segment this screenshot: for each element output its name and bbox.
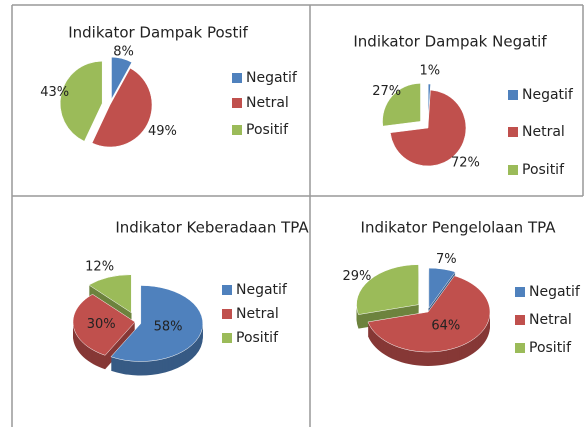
- chart-title: Indikator Keberadaan TPA: [115, 219, 309, 237]
- chart-title: Indikator Dampak Negatif: [353, 33, 547, 51]
- legend-label: Positif: [246, 122, 289, 138]
- legend-label: Negatif: [529, 284, 581, 300]
- legend-swatch: [508, 165, 518, 175]
- legend-label: Positif: [236, 330, 279, 346]
- pie-slice: [88, 274, 132, 314]
- pie-slice: [367, 275, 491, 353]
- chart-title: Indikator Pengelolaan TPA: [361, 219, 557, 237]
- pie-slice: [356, 264, 419, 315]
- data-label: 7%: [436, 252, 457, 267]
- legend-label: Netral: [246, 95, 289, 111]
- legend-swatch: [508, 127, 518, 137]
- data-label: 49%: [148, 124, 177, 139]
- data-label: 27%: [372, 84, 401, 99]
- legend-swatch: [508, 90, 518, 100]
- legend-swatch: [222, 285, 232, 295]
- legend-label: Netral: [236, 306, 279, 322]
- data-label: 12%: [85, 260, 114, 275]
- legend-label: Positif: [529, 340, 572, 356]
- pie-slice: [91, 67, 153, 148]
- pie-slice: [390, 89, 467, 167]
- pie-slice: [59, 61, 103, 142]
- legend-swatch: [232, 125, 242, 135]
- data-label: 64%: [431, 318, 460, 333]
- legend-label: Positif: [522, 162, 565, 178]
- legend-label: Negatif: [246, 70, 298, 86]
- pie-slice: [72, 294, 136, 356]
- data-label: 30%: [87, 317, 116, 332]
- legend-swatch: [232, 73, 242, 83]
- data-label: 43%: [40, 85, 69, 100]
- legend-swatch: [515, 287, 525, 297]
- legend-label: Negatif: [236, 282, 288, 298]
- data-label: 29%: [343, 269, 372, 284]
- legend-label: Negatif: [522, 87, 574, 103]
- legend-label: Netral: [522, 124, 565, 140]
- legend-swatch: [515, 343, 525, 353]
- data-label: 58%: [154, 320, 183, 335]
- legend-swatch: [232, 98, 242, 108]
- chart-title: Indikator Dampak Postif: [68, 24, 248, 42]
- legend-swatch: [515, 315, 525, 325]
- legend-swatch: [222, 309, 232, 319]
- data-label: 1%: [419, 64, 440, 79]
- legend-swatch: [222, 333, 232, 343]
- pie-slice: [428, 267, 456, 309]
- data-label: 72%: [451, 156, 480, 171]
- pie-slice: [111, 56, 133, 100]
- pie-slice: [382, 83, 421, 127]
- data-label: 8%: [113, 45, 134, 60]
- legend-label: Netral: [529, 312, 572, 328]
- pie-slice: [110, 285, 204, 362]
